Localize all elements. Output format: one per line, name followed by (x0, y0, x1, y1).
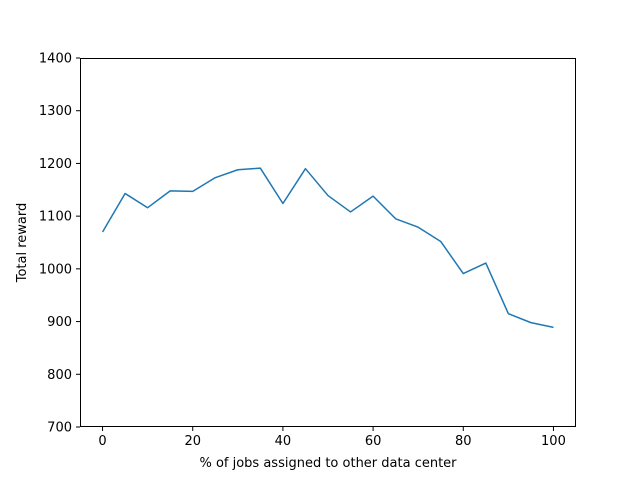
x-tick-label: 20 (184, 434, 201, 449)
y-tick-label: 1000 (39, 262, 72, 277)
x-tick-label: 80 (455, 434, 472, 449)
y-tick-label: 800 (47, 368, 72, 383)
y-tick-label: 1400 (39, 52, 72, 67)
x-axis-label: % of jobs assigned to other data center (199, 456, 457, 471)
y-tick-label: 1300 (39, 104, 72, 119)
x-tick-label: 60 (365, 434, 382, 449)
y-tick-label: 900 (47, 315, 72, 330)
y-tick-label: 1200 (39, 157, 72, 172)
plot-area (80, 58, 576, 427)
x-tick-label: 40 (275, 434, 292, 449)
y-axis-label: Total reward (15, 203, 30, 284)
x-tick-label: 100 (541, 434, 566, 449)
y-tick-label: 1100 (39, 210, 72, 225)
y-tick-label: 700 (47, 421, 72, 436)
x-tick-label: 0 (98, 434, 106, 449)
